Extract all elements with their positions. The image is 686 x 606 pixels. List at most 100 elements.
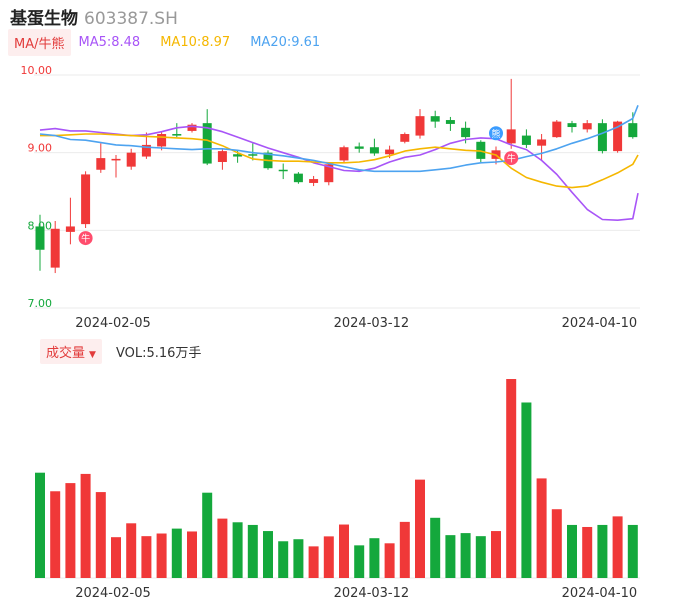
volume-bar (247, 524, 258, 578)
volume-bar (293, 539, 304, 578)
volume-bar (187, 531, 197, 578)
volume-bar (430, 517, 441, 578)
candle-body (385, 149, 395, 155)
volume-bar (627, 524, 638, 578)
volume-bar (232, 522, 243, 578)
ma-legend: MA/牛熊 MA5:8.48 MA10:8.97 MA20:9.61 (8, 28, 340, 56)
volume-bar (308, 546, 319, 578)
candle-body (309, 179, 319, 183)
volume-bar (65, 483, 76, 578)
volume-bar (445, 535, 456, 578)
volume-bar (536, 478, 547, 578)
candle-body (111, 158, 121, 161)
marker-label: 牛 (507, 153, 516, 165)
candle-body (461, 127, 471, 138)
candle-body (50, 228, 60, 268)
volume-bar (217, 518, 228, 578)
volume-indicator-dropdown[interactable]: 成交量 ▼ (40, 338, 102, 364)
candle-body (157, 134, 167, 147)
candle-body (445, 120, 455, 124)
stock-code: 603387.SH (84, 9, 178, 29)
candle-body (202, 123, 212, 164)
candle-body (35, 226, 45, 250)
candle-body (354, 146, 364, 149)
candle-body (293, 173, 303, 183)
volume-bar (323, 536, 334, 578)
volume-date-tick-label: 2024-03-12 (334, 586, 410, 601)
volume-bar (126, 523, 137, 578)
volume-bar (354, 545, 365, 578)
volume-bar (156, 533, 167, 578)
volume-bar (384, 543, 395, 578)
candle-body (506, 129, 516, 144)
candle-body (217, 151, 227, 162)
candle-body (613, 121, 623, 152)
volume-bar (612, 516, 623, 578)
bull-bear-marker-icon (78, 231, 93, 246)
volume-bar (521, 402, 532, 578)
price-tick-label: 7.00 (28, 297, 53, 310)
ma-indicator-chip[interactable]: MA/牛熊 (8, 28, 71, 56)
volume-bar (551, 509, 562, 578)
volume-bar (415, 479, 425, 578)
candle-body (172, 134, 182, 136)
volume-bar (506, 379, 517, 578)
volume-date-tick-label: 2024-02-05 (75, 586, 151, 601)
candle-body (96, 158, 106, 170)
candle-body (415, 116, 425, 136)
date-tick-label: 2024-04-10 (562, 316, 638, 331)
date-tick-label: 2024-02-05 (75, 316, 151, 331)
volume-bar (399, 521, 410, 578)
ma5-label: MA5:8.48 (78, 34, 141, 50)
bull-bear-marker-icon (504, 151, 519, 166)
volume-bar (80, 473, 91, 578)
volume-bar (369, 538, 380, 578)
chevron-down-icon: ▼ (89, 349, 96, 360)
candle-body (582, 123, 592, 130)
volume-legend: 成交量 ▼ VOL:5.16万手 (40, 338, 202, 364)
ma20-label: MA20:9.61 (250, 34, 321, 50)
volume-bar (460, 533, 471, 578)
candle-body (126, 152, 136, 167)
price-tick-label: 9.00 (28, 142, 53, 155)
candle-body (233, 154, 243, 157)
volume-bar (50, 491, 61, 578)
candle-body (369, 147, 379, 154)
ma-line-ma10 (40, 133, 639, 189)
marker-label: 熊 (491, 128, 500, 140)
volume-bar (582, 526, 593, 578)
volume-bar (95, 492, 106, 578)
volume-bar (202, 492, 213, 578)
stock-name: 基蛋生物 (10, 9, 78, 29)
volume-indicator-label: 成交量 (46, 345, 86, 361)
volume-bar (475, 536, 486, 578)
candle-body (552, 121, 562, 138)
candle-body (248, 154, 258, 156)
ma-line-ma20 (39, 105, 639, 173)
marker-label: 牛 (81, 233, 90, 245)
candle-body (278, 169, 288, 172)
volume-bar (491, 531, 501, 578)
volume-value: VOL:5.16万手 (115, 345, 202, 361)
stock-title: 基蛋生物 603387.SH (10, 4, 178, 29)
volume-bar (597, 524, 608, 578)
candle-body (400, 134, 410, 142)
candle-body (597, 123, 607, 152)
candle-body (65, 226, 75, 232)
price-tick-label: 10.00 (21, 64, 53, 77)
volume-bar (141, 536, 152, 578)
bull-bear-marker-icon (489, 126, 503, 141)
ma10-label: MA10:8.97 (160, 34, 231, 50)
candle-body (339, 147, 349, 161)
volume-bar (567, 524, 577, 578)
ma-line-ma5 (39, 125, 639, 221)
candle-body (628, 123, 638, 138)
volume-date-tick-label: 2024-04-10 (562, 586, 638, 601)
candle-body (81, 174, 91, 225)
volume-bar (35, 472, 45, 578)
volume-bar (263, 531, 273, 578)
candle-body (141, 144, 151, 157)
volume-bar (278, 541, 289, 578)
candle-body (521, 135, 531, 145)
